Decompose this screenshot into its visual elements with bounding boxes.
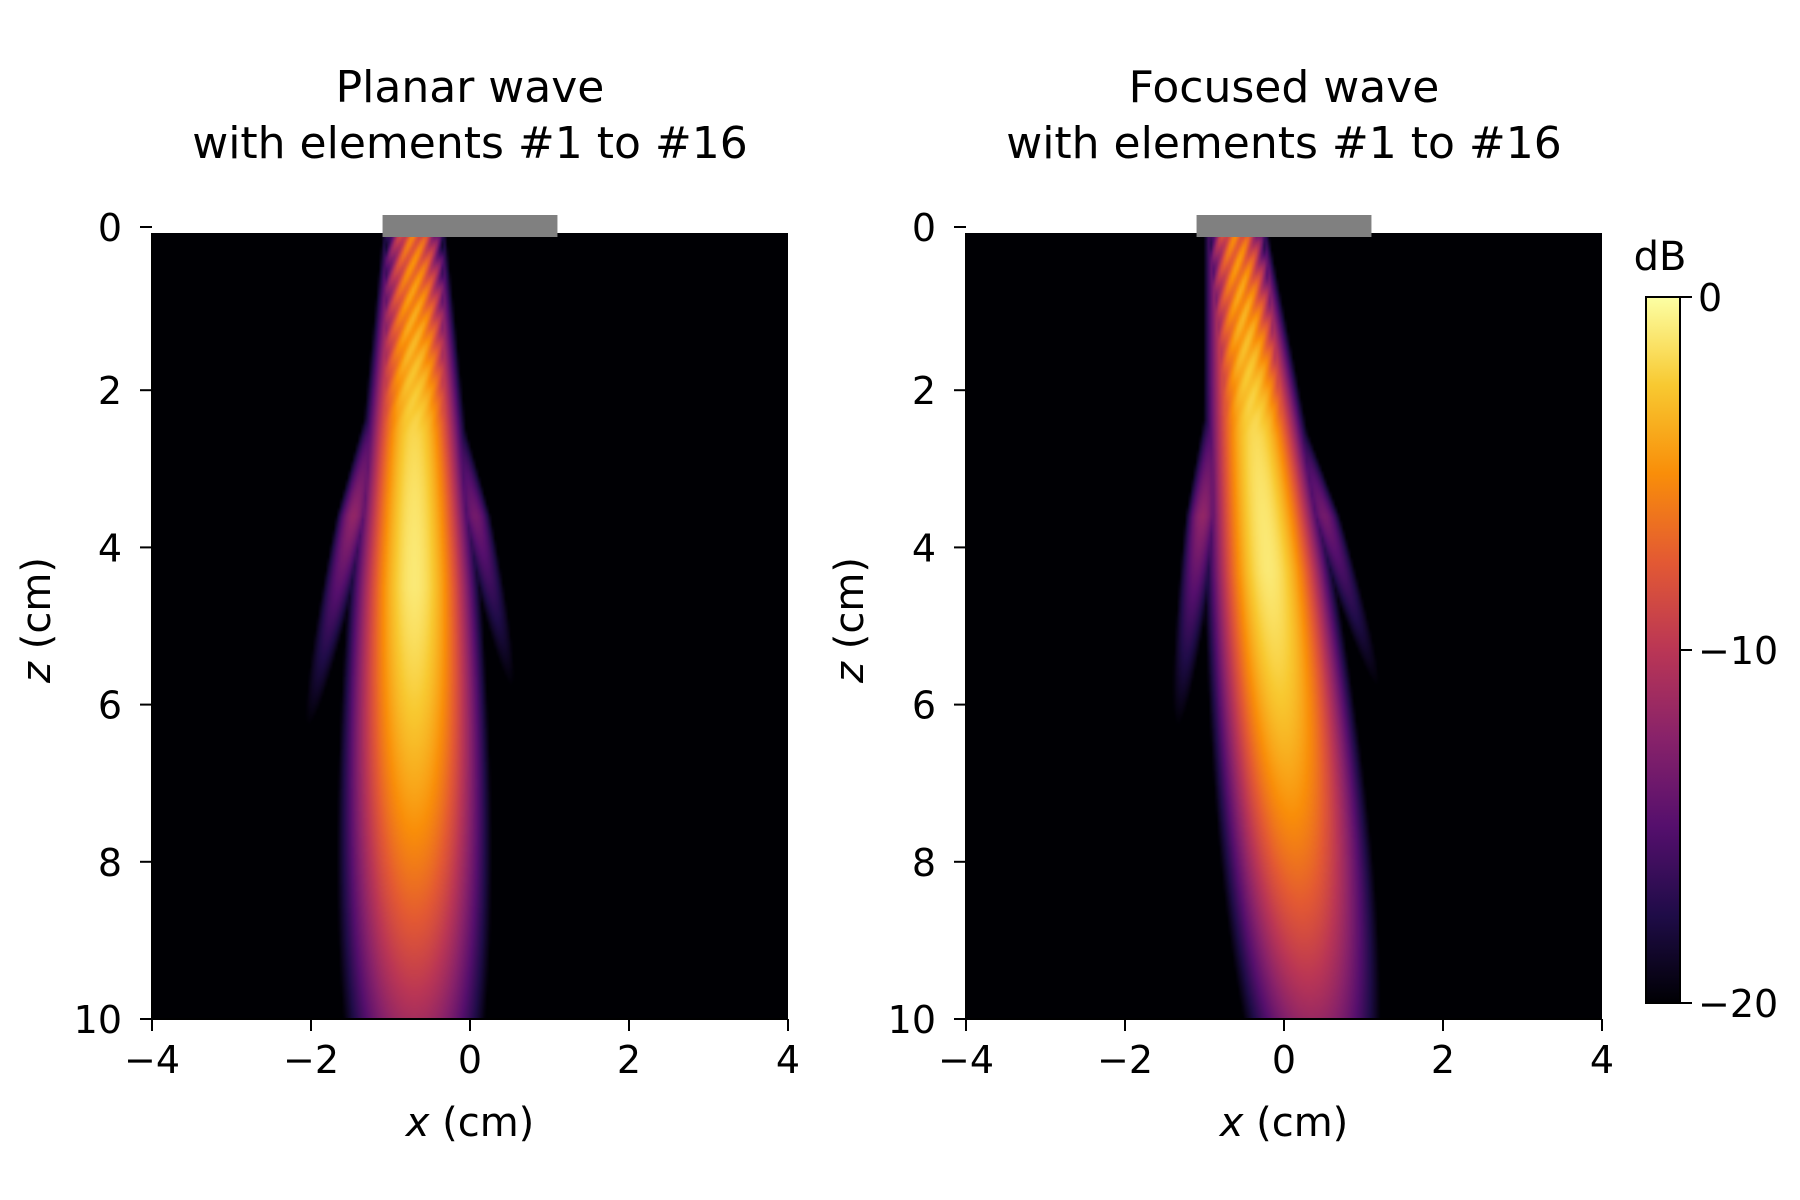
- y-axis: 0 2 4 6 8 10: [888, 206, 967, 1042]
- y-tick-label: 2: [98, 369, 122, 413]
- colorbar-tick-label: −10: [1698, 629, 1778, 673]
- probe-bar: [382, 215, 558, 237]
- plot-title-line-2: with elements #1 to #16: [1006, 118, 1562, 169]
- field-heatmap: [966, 233, 1602, 1019]
- colorbar-ticks: 0 −10 −20: [1680, 276, 1778, 1026]
- y-axis-label: z (cm): [827, 557, 873, 684]
- plot-title-line-2: with elements #1 to #16: [192, 118, 748, 169]
- y-tick-label: 4: [912, 526, 936, 570]
- x-axis-label: x (cm): [404, 1100, 535, 1146]
- y-tick-label: 6: [98, 684, 122, 728]
- y-axis: 0 2 4 6 8 10: [74, 206, 153, 1042]
- x-tick-label: 4: [1590, 1038, 1614, 1082]
- x-tick-label: 0: [1272, 1038, 1296, 1082]
- x-tick-label: −4: [124, 1038, 180, 1082]
- y-tick-label: 8: [912, 841, 936, 885]
- y-axis-label: z (cm): [14, 557, 60, 684]
- colorbar-gradient: [1645, 296, 1681, 1004]
- x-tick-label: −2: [1097, 1038, 1153, 1082]
- x-tick-label: 4: [776, 1038, 800, 1082]
- y-tick-label: 10: [74, 998, 122, 1042]
- x-tick-label: −2: [283, 1038, 339, 1082]
- focused-wave-panel: Focused wave with elements #1 to #16 −4−…: [827, 62, 1614, 1146]
- x-tick-label: −4: [938, 1038, 994, 1082]
- colorbar-label: dB: [1634, 234, 1687, 280]
- field-heatmap: [152, 233, 788, 1019]
- y-tick-label: 8: [98, 841, 122, 885]
- x-tick-label: 0: [458, 1038, 482, 1082]
- x-axis: −4 −2 0 2 4: [938, 1018, 1614, 1082]
- plot-title-line-1: Planar wave: [336, 62, 605, 113]
- probe-bar: [1196, 215, 1372, 237]
- y-tick-label: 0: [98, 206, 122, 250]
- colorbar: dB 0 −10 −20: [1634, 234, 1779, 1026]
- x-tick-label: 2: [617, 1038, 641, 1082]
- y-tick-label: 2: [912, 369, 936, 413]
- x-axis-label: x (cm): [1218, 1100, 1349, 1146]
- colorbar-tick-label: −20: [1698, 982, 1778, 1026]
- y-tick-label: 4: [98, 526, 122, 570]
- y-tick-label: 10: [888, 998, 936, 1042]
- y-tick-label: 0: [912, 206, 936, 250]
- y-tick-label: 6: [912, 684, 936, 728]
- planar-wave-panel: Planar wave with elements #1 to #16 −4 −2…: [14, 62, 800, 1146]
- x-axis: −4 −2 0 2 4: [124, 1018, 800, 1082]
- x-tick-label: 2: [1431, 1038, 1455, 1082]
- colorbar-tick-label: 0: [1698, 276, 1722, 320]
- plot-title-line-1: Focused wave: [1129, 62, 1440, 113]
